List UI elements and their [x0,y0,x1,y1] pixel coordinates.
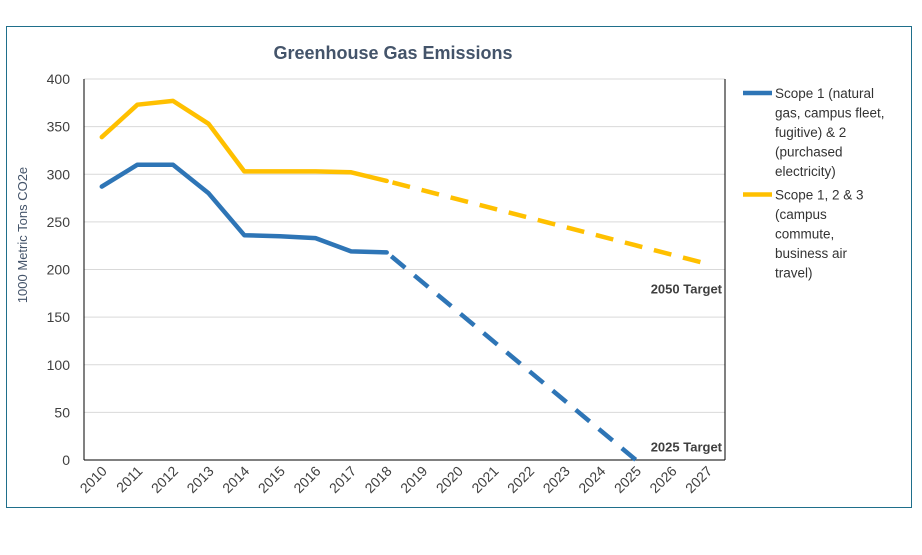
x-tick-labels: 2010 2011 2012 2013 2014 2015 2016 2017 2018 2019… [77,463,716,496]
x-tick-label: 2011 [113,463,146,496]
y-tick-label: 300 [47,166,71,182]
x-tick-label: 2026 [646,463,679,496]
legend-line: fugitive) & 2 [775,125,846,140]
y-axis-label: 1000 Metric Tons CO2e [15,167,30,303]
legend-line: business air [775,246,848,261]
legend-line: commute, [775,227,834,242]
target-annotation: 2050 Target [651,282,723,297]
y-tick-label: 200 [47,262,71,278]
x-tick-label: 2021 [468,463,501,496]
x-tick-label: 2019 [397,463,430,496]
series-1-projected-line [385,250,638,462]
series-1-actual-line [99,162,389,255]
x-tick-label: 2022 [504,463,537,496]
y-tick-label: 350 [47,119,71,135]
y-tick-label: 250 [47,214,71,230]
emissions-chart: Greenhouse Gas Emissions 0 50 100 150 200 250… [15,43,885,496]
x-tick-label: 2023 [540,463,573,496]
axes [83,79,726,461]
x-tick-label: 2015 [255,463,288,496]
x-tick-label: 2017 [326,463,359,496]
gridlines [84,78,725,413]
chart-frame: Greenhouse Gas Emissions 0 50 100 150 200 250… [6,26,912,508]
legend-entry: Scope 1 (natural gas, campus fleet, fugiti… [775,86,885,179]
x-tick-label: 2020 [433,463,466,496]
legend-line: Scope 1 (natural [775,86,874,101]
x-tick-label: 2027 [682,463,715,496]
legend: Scope 1 (natural gas, campus fleet, fugiti… [743,86,885,281]
legend-entry: Scope 1, 2 & 3 (campus commute, business ai… [775,188,864,281]
x-tick-label: 2018 [361,463,394,496]
y-tick-label: 400 [47,71,71,87]
legend-line: Scope 1, 2 & 3 [775,188,864,203]
x-tick-label: 2025 [611,463,644,496]
x-tick-label: 2013 [183,463,216,496]
annotations: 2050 Target 2025 Target [651,282,723,455]
x-tick-label: 2016 [290,463,323,496]
series-2-actual-line [99,98,389,184]
series-lines [99,98,708,462]
series-2-projected-line [386,178,708,266]
x-tick-label: 2012 [148,463,181,496]
target-annotation: 2025 Target [651,440,723,455]
x-tick-label: 2024 [575,463,608,496]
y-tick-labels: 0 50 100 150 200 250 300 350 400 [47,71,71,468]
legend-line: travel) [775,266,813,281]
chart-title: Greenhouse Gas Emissions [273,43,512,63]
y-tick-label: 150 [47,309,71,325]
x-tick-label: 2014 [219,463,252,496]
x-tick-label: 2010 [77,463,110,496]
legend-line: (campus [775,207,827,222]
y-tick-label: 100 [47,357,71,373]
y-tick-label: 0 [62,452,70,468]
legend-line: electricity) [775,164,836,179]
y-tick-label: 50 [54,404,70,420]
legend-line: (purchased [775,145,843,160]
legend-line: gas, campus fleet, [775,106,885,121]
